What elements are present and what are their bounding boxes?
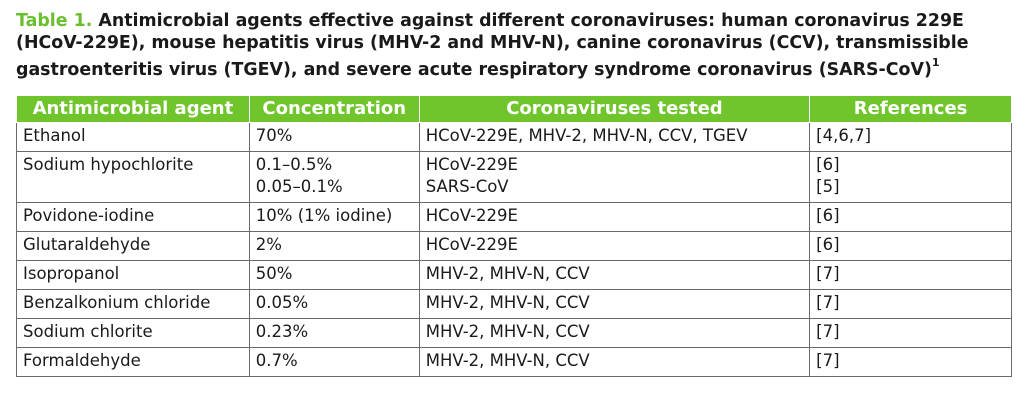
concentration-value: 50% — [255, 263, 293, 283]
concentration-value: 0.7% — [255, 350, 298, 370]
reference-value: [7] — [816, 263, 840, 283]
cell-references: [7] — [809, 317, 1012, 348]
concentration-value: 2% — [255, 234, 282, 254]
table-row: Glutaraldehyde 2% HCoV-229E [6] — [16, 230, 1012, 261]
header-concentration: Concentration — [248, 94, 420, 123]
cell-agent: Sodium hypochlorite — [16, 150, 250, 203]
cell-agent: Sodium chlorite — [16, 317, 250, 348]
cell-agent: Benzalkonium chloride — [16, 288, 250, 319]
cell-viruses: MHV-2, MHV-N, CCV — [418, 259, 811, 290]
cell-concentration: 0.1–0.5% 0.05–0.1% — [248, 150, 420, 203]
table-row: Sodium hypochlorite 0.1–0.5% 0.05–0.1% H… — [16, 150, 1012, 203]
reference-value: [6] — [816, 234, 840, 254]
cell-references: [7] — [809, 288, 1012, 319]
table-row: Isopropanol 50% MHV-2, MHV-N, CCV [7] — [16, 259, 1012, 290]
cell-references: [6] [5] — [809, 150, 1012, 203]
cell-viruses: HCoV-229E, MHV-2, MHV-N, CCV, TGEV — [418, 121, 811, 152]
virus-value: HCoV-229E — [425, 205, 518, 225]
caption-label: Table 1. — [16, 11, 93, 31]
header-references: References — [809, 94, 1012, 123]
cell-references: [7] — [809, 259, 1012, 290]
cell-agent: Formaldehyde — [16, 346, 250, 377]
cell-concentration: 2% — [248, 230, 420, 261]
concentration-value: 10% (1% iodine) — [255, 205, 393, 225]
cell-references: [6] — [809, 230, 1012, 261]
concentration-value: 0.23% — [255, 321, 309, 341]
caption-text: Antimicrobial agents effective against d… — [16, 11, 969, 80]
reference-value: [5] — [816, 176, 840, 196]
cell-viruses: HCoV-229E — [418, 201, 811, 232]
virus-value: HCoV-229E — [425, 154, 518, 174]
virus-value: HCoV-229E, MHV-2, MHV-N, CCV, TGEV — [425, 125, 748, 145]
virus-value: MHV-2, MHV-N, CCV — [425, 292, 590, 312]
cell-viruses: HCoV-229E — [418, 230, 811, 261]
cell-agent: Povidone-iodine — [16, 201, 250, 232]
cell-references: [6] — [809, 201, 1012, 232]
cell-agent: Isopropanol — [16, 259, 250, 290]
table-caption: Table 1. Antimicrobial agents effective … — [16, 10, 1016, 81]
table-row: Povidone-iodine 10% (1% iodine) HCoV-229… — [16, 201, 1012, 232]
cell-viruses: MHV-2, MHV-N, CCV — [418, 346, 811, 377]
concentration-value: 70% — [255, 125, 293, 145]
reference-value: [4,6,7] — [816, 125, 872, 145]
virus-value: MHV-2, MHV-N, CCV — [425, 263, 590, 283]
cell-concentration: 50% — [248, 259, 420, 290]
cell-concentration: 0.7% — [248, 346, 420, 377]
virus-value: SARS-CoV — [425, 176, 509, 196]
table-body: Ethanol 70% HCoV-229E, MHV-2, MHV-N, CCV… — [16, 121, 1012, 377]
cell-agent: Ethanol — [16, 121, 250, 152]
reference-value: [6] — [816, 205, 840, 225]
cell-concentration: 0.23% — [248, 317, 420, 348]
caption-footnote: 1 — [931, 56, 940, 69]
antimicrobial-table: Antimicrobial agent Concentration Corona… — [16, 94, 1012, 377]
cell-concentration: 10% (1% iodine) — [248, 201, 420, 232]
concentration-value: 0.05–0.1% — [255, 176, 343, 196]
concentration-value: 0.1–0.5% — [255, 154, 333, 174]
header-coronaviruses-tested: Coronaviruses tested — [418, 94, 811, 123]
table-row: Ethanol 70% HCoV-229E, MHV-2, MHV-N, CCV… — [16, 121, 1012, 152]
cell-concentration: 0.05% — [248, 288, 420, 319]
cell-viruses: MHV-2, MHV-N, CCV — [418, 288, 811, 319]
table-header-row: Antimicrobial agent Concentration Corona… — [16, 94, 1012, 123]
table-row: Sodium chlorite 0.23% MHV-2, MHV-N, CCV … — [16, 317, 1012, 348]
reference-value: [7] — [816, 321, 840, 341]
virus-value: MHV-2, MHV-N, CCV — [425, 321, 590, 341]
header-antimicrobial-agent: Antimicrobial agent — [16, 94, 250, 123]
cell-agent: Glutaraldehyde — [16, 230, 250, 261]
virus-value: HCoV-229E — [425, 234, 518, 254]
table-row: Formaldehyde 0.7% MHV-2, MHV-N, CCV [7] — [16, 346, 1012, 377]
document: Table 1. Antimicrobial agents effective … — [16, 10, 1016, 377]
table-row: Benzalkonium chloride 0.05% MHV-2, MHV-N… — [16, 288, 1012, 319]
cell-viruses: HCoV-229E SARS-CoV — [418, 150, 811, 203]
cell-references: [4,6,7] — [809, 121, 1012, 152]
cell-viruses: MHV-2, MHV-N, CCV — [418, 317, 811, 348]
reference-value: [6] — [816, 154, 840, 174]
reference-value: [7] — [816, 292, 840, 312]
cell-references: [7] — [809, 346, 1012, 377]
virus-value: MHV-2, MHV-N, CCV — [425, 350, 590, 370]
reference-value: [7] — [816, 350, 840, 370]
cell-concentration: 70% — [248, 121, 420, 152]
concentration-value: 0.05% — [255, 292, 309, 312]
